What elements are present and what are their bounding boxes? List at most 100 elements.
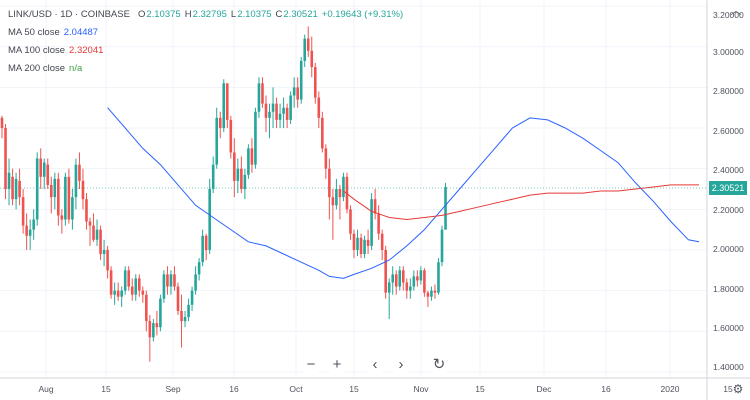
zoom-out-button[interactable]: − (300, 353, 322, 375)
candle-body (39, 158, 43, 177)
candle-body (352, 233, 356, 250)
candle-body (4, 128, 7, 189)
candle-body (169, 274, 173, 287)
candle-body (271, 103, 275, 112)
candle-body (71, 197, 74, 220)
candle-body (173, 274, 176, 287)
candle-body (433, 290, 437, 293)
price-axis-label: 1.60000 (713, 323, 744, 333)
candle-body (162, 274, 166, 299)
candle-body (303, 38, 307, 61)
candle-body (130, 286, 134, 295)
candle-body (57, 178, 60, 216)
symbol-label[interactable]: LINK/USD · 1D · COINBASE (8, 9, 130, 21)
candle-body (331, 197, 335, 206)
candle-body (155, 323, 159, 328)
candle-body (74, 164, 78, 198)
indicator-label: MA 50 close (8, 27, 60, 39)
candle-body (148, 321, 152, 338)
candle-body (7, 172, 11, 189)
candle-body (313, 67, 317, 98)
time-axis-label: 16 (229, 384, 239, 394)
candle-body (194, 274, 197, 291)
candle-body (106, 249, 109, 271)
candle-body (261, 83, 264, 104)
indicator-ma200[interactable]: MA 200 close n/a (8, 60, 403, 78)
reset-chart-button[interactable]: ↻ (428, 353, 450, 375)
candle-body (18, 180, 21, 198)
candle-body (335, 189, 338, 206)
candle-body (215, 117, 219, 165)
high-label: H (184, 9, 192, 21)
candle-body (296, 87, 299, 100)
low-value: 2.10375 (237, 9, 272, 21)
open-value: 2.10375 (146, 9, 181, 21)
time-axis-label: 2020 (660, 384, 680, 394)
candle-body (292, 87, 296, 96)
candle-body (14, 178, 18, 200)
candle-body (123, 270, 127, 291)
candle-body (176, 286, 180, 311)
candle-body (236, 168, 240, 181)
candle-body (299, 60, 303, 100)
candle-body (345, 176, 349, 210)
candle-body (64, 176, 67, 220)
candle-body (204, 235, 208, 250)
candle-body (363, 239, 366, 255)
candle-body (328, 168, 331, 198)
candle-body (342, 176, 345, 198)
candle-body (99, 229, 102, 255)
candle-body (85, 199, 88, 222)
candle-body (218, 117, 222, 129)
scroll-left-button[interactable]: ‹ (364, 353, 386, 375)
indicator-label: MA 200 close (8, 63, 66, 75)
indicator-ma100[interactable]: MA 100 close 2.32041 (8, 42, 403, 60)
chart-settings-button[interactable]: ⚙ (729, 380, 747, 398)
candle-body (338, 189, 342, 198)
candle-body (321, 117, 324, 149)
candle-body (247, 148, 250, 175)
candle-body (243, 174, 247, 189)
candle-body (373, 199, 377, 214)
candle-body (201, 235, 204, 263)
candle-body (25, 225, 28, 236)
chart-legend: LINK/USD · 1D · COINBASE O 2.10375 H 2.3… (8, 6, 403, 78)
candle-body (285, 107, 289, 120)
candle-body (289, 95, 292, 120)
candle-body (49, 184, 53, 198)
candle-body (134, 278, 138, 295)
candle-body (88, 221, 92, 226)
candle-body (127, 270, 131, 287)
candle-body (278, 113, 282, 120)
chevron-up-icon: ︿ (730, 5, 742, 17)
candle-body (197, 262, 201, 275)
indicator-value: n/a (69, 63, 83, 75)
gear-icon: ⚙ (732, 382, 744, 396)
zoom-in-button[interactable]: + (326, 353, 348, 375)
candle-body (394, 274, 398, 287)
candle-body (95, 229, 99, 240)
candle-body (180, 310, 183, 322)
candle-body (46, 164, 50, 185)
ohlc-header: LINK/USD · 1D · COINBASE O 2.10375 H 2.3… (8, 6, 403, 24)
price-scale-settings-button[interactable]: ︿ (725, 1, 747, 19)
scroll-right-button[interactable]: › (390, 353, 412, 375)
candle-body (60, 215, 64, 220)
candle-body (152, 323, 155, 338)
candle-body (257, 83, 261, 112)
price-axis-label: 2.60000 (713, 126, 744, 136)
time-axis-label: 15 (101, 384, 111, 394)
candle-body (42, 162, 46, 177)
indicator-label: MA 100 close (8, 45, 66, 57)
candle-body (405, 282, 409, 291)
low-label: L (230, 9, 237, 21)
candle-body (306, 38, 310, 51)
indicator-ma50[interactable]: MA 50 close 2.04487 (8, 24, 403, 42)
candle-body (240, 168, 243, 189)
time-axis-label: 15 (475, 384, 485, 394)
candle-body (28, 229, 32, 236)
candle-body (419, 270, 423, 281)
candle-body (380, 233, 384, 250)
